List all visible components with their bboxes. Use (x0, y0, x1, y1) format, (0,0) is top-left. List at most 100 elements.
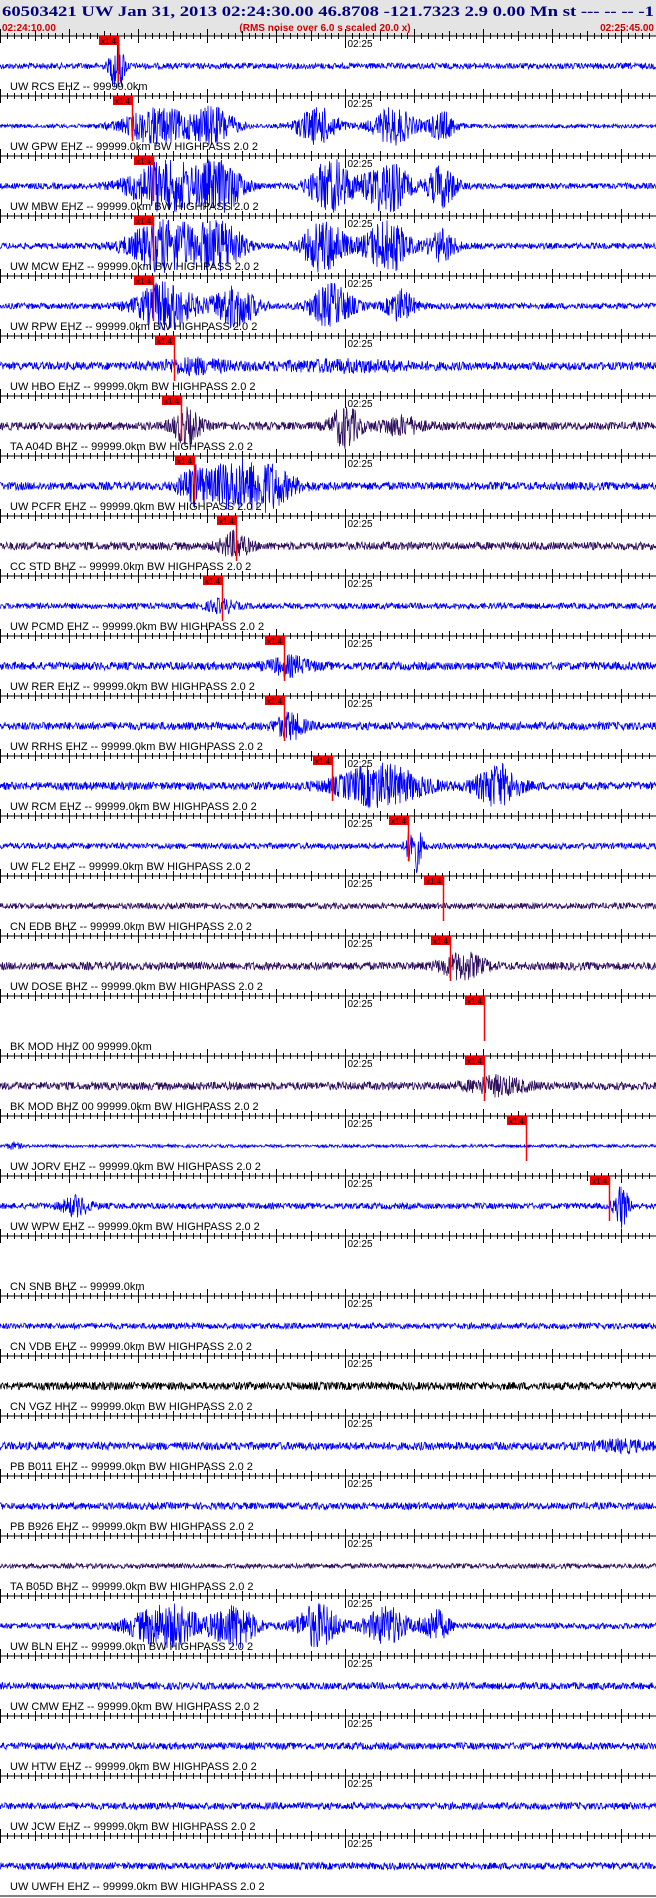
trace-row: 02:25 UW JCW EHZ -- 99999.0km BW HIGHPASS… (0, 1769, 656, 1833)
station-label: UW MCW EHZ -- 99999.0km BW HIGHPASS 2.0 … (10, 261, 259, 273)
station-label: UW GPW EHZ -- 99999.0km BW HIGHPASS 2.0 … (10, 141, 258, 153)
trace-row: 02:25 x1.4 UW PCFR EHZ -- 99999.0km BW HIG… (0, 449, 656, 513)
minute-label: 02:25 (348, 1119, 373, 1130)
waveform (0, 1740, 656, 1751)
pick-box (175, 456, 195, 465)
station-label: UW CMW EHZ -- 99999.0km BW HIGHPASS 2.0 … (10, 1701, 259, 1713)
minute-label: 02:25 (348, 1779, 373, 1790)
minute-label: 02:25 (348, 819, 373, 830)
station-label: UW BLN EHZ -- 99999.0km BW HIGHPASS 2.0 … (10, 1641, 253, 1653)
pick-label: x1.4 (426, 877, 442, 886)
pick-box (134, 276, 154, 285)
waveform (0, 1380, 656, 1392)
waveform (0, 1603, 656, 1650)
pick-box (134, 156, 154, 165)
pick-box (217, 516, 237, 525)
minute-label: 02:25 (348, 639, 373, 650)
minute-label: 02:25 (348, 1659, 373, 1670)
trace-list: 02:25 x1.4 UW RCS EHZ -- 99999.0km 02:25 x1.… (0, 29, 656, 1897)
pick-label: x1.4 (164, 397, 180, 406)
pick-box (265, 636, 285, 645)
station-label: PB B926 EHZ -- 99999.0km BW HIGHPASS 2.0… (10, 1521, 254, 1533)
pick-label: x1.4 (136, 277, 152, 286)
station-label: CN EDB BHZ -- 99999.0km BW HIGHPASS 2.0 … (10, 921, 252, 933)
station-label: BK MOD HHZ 00 99999.0km (10, 1041, 152, 1053)
trace-row: 02:25 x1.4 UW MCW EHZ -- 99999.0km BW HIGH… (0, 209, 656, 273)
waveform (0, 529, 656, 557)
trace-row: 02:25 UW BLN EHZ -- 99999.0km BW HIGHPASS… (0, 1589, 656, 1653)
waveform (0, 105, 656, 147)
waveform (0, 281, 656, 331)
pick-label: x1.4 (157, 337, 173, 346)
waveform (0, 219, 656, 273)
station-label: CC STD BHZ -- 99999.0km BW HIGHPASS 2.0 … (10, 561, 251, 573)
waveform (0, 1073, 656, 1098)
station-label: UW RCS EHZ -- 99999.0km (10, 81, 148, 93)
waveform (0, 711, 656, 741)
station-label: UW MBW EHZ -- 99999.0km BW HIGHPASS 2.0 … (10, 201, 259, 213)
trace-row: 02:25 x1.4 CN EDB BHZ -- 99999.0km BW HIGH… (0, 869, 656, 933)
waveform (0, 1186, 656, 1229)
station-label: UW RCM EHZ -- 99999.0km BW HIGHPASS 2.0 … (10, 801, 257, 813)
minute-label: 02:25 (348, 1719, 373, 1730)
pick-box (465, 1056, 485, 1065)
waveform (0, 762, 656, 809)
station-label: UW JCW EHZ -- 99999.0km BW HIGHPASS 2.0 … (10, 1821, 256, 1833)
station-label: UW WPW EHZ -- 99999.0km BW HIGHPASS 2.0 … (10, 1221, 260, 1233)
trace-row: 02:25 x1.4 UW JORV EHZ -- 99999.0km BW HIG… (0, 1109, 656, 1173)
trace-row: 02:25 x1.4 UW MBW EHZ -- 99999.0km BW HIGH… (0, 149, 656, 213)
waveform (0, 830, 656, 874)
waveform (0, 901, 656, 911)
station-label: UW PCMD EHZ -- 99999.0km BW HIGHPASS 2.0… (10, 621, 264, 633)
waveform (0, 1141, 656, 1150)
minute-label: 02:25 (348, 339, 373, 350)
station-label: UW RER EHZ -- 99999.0km BW HIGHPASS 2.0 … (10, 681, 255, 693)
minute-label: 02:25 (348, 1839, 373, 1850)
trace-row: 02:25 x1.4 BK MOD HHZ 00 99999.0km (0, 989, 656, 1053)
waveform (0, 1801, 656, 1811)
minute-label: 02:25 (348, 1059, 373, 1070)
station-label: BK MOD BHZ 00 99999.0km BW HIGHPASS 2.0 … (10, 1101, 259, 1113)
waveform (0, 1438, 656, 1455)
minute-label: 02:25 (348, 279, 373, 290)
pick-label: x1.4 (177, 457, 193, 466)
rms-note: (RMS noise over 6.0 s scaled 20.0 x) (239, 23, 410, 34)
pick-box (203, 576, 223, 585)
minute-label: 02:25 (348, 879, 373, 890)
minute-label: 02:25 (348, 1479, 373, 1490)
pick-box (590, 1176, 610, 1185)
trace-row: 02:25 CN VGZ HHZ -- 99999.0km BW HIGHPASS… (0, 1349, 656, 1413)
pick-label: x1.4 (267, 697, 283, 706)
pick-label: x1.4 (315, 757, 331, 766)
trace-row: 02:25 x1.4 UW GPW EHZ -- 99999.0km BW HIGH… (0, 89, 656, 153)
pick-label: x1.4 (433, 937, 449, 946)
trace-row: 02:25 x1.4 UW RPW EHZ -- 99999.0km BW HIGH… (0, 269, 656, 333)
station-label: TA B05D BHZ -- 99999.0km BW HIGHPASS 2.0… (10, 1581, 254, 1593)
waveform (0, 406, 656, 449)
pick-box (162, 396, 182, 405)
pick-box (389, 816, 409, 825)
pick-box (431, 936, 451, 945)
pick-label: x1.4 (136, 157, 152, 166)
trace-row: 02:25 PB B011 EHZ -- 99999.0km BW HIGHPAS… (0, 1409, 656, 1473)
minute-label: 02:25 (348, 579, 373, 590)
pick-label: x1.4 (467, 1057, 483, 1066)
minute-label: 02:25 (348, 1359, 373, 1370)
trace-row: 02:25 x1.4 UW HBO EHZ -- 99999.0km BW HIGH… (0, 329, 656, 393)
trace-row: 02:25 UW UWFH EHZ -- 99999.0km BW HIGHPAS… (0, 1829, 656, 1893)
minute-label: 02:25 (348, 999, 373, 1010)
trace-row: 02:25 CN VDB EHZ -- 99999.0km BW HIGHPASS… (0, 1289, 656, 1353)
pick-label: x1.4 (136, 217, 152, 226)
pick-box (424, 876, 444, 885)
waveform (0, 1680, 656, 1691)
station-label: TA A04D BHZ -- 99999.0km BW HIGHPASS 2.0… (10, 441, 253, 453)
station-label: CN VDB EHZ -- 99999.0km BW HIGHPASS 2.0 … (10, 1341, 252, 1353)
waveform (0, 654, 656, 679)
pick-label: x1.4 (467, 997, 483, 1006)
trace-row: 02:25 x1.4 TA A04D BHZ -- 99999.0km BW HIG… (0, 389, 656, 453)
station-label: UW JORV EHZ -- 99999.0km BW HIGHPASS 2.0… (10, 1161, 261, 1173)
station-label: UW FL2 EHZ -- 99999.0km BW HIGHPASS 2.0 … (10, 861, 251, 873)
minute-label: 02:25 (348, 759, 373, 770)
event-title: 60503421 UW Jan 31, 2013 02:24:30.00 46.… (2, 4, 654, 20)
